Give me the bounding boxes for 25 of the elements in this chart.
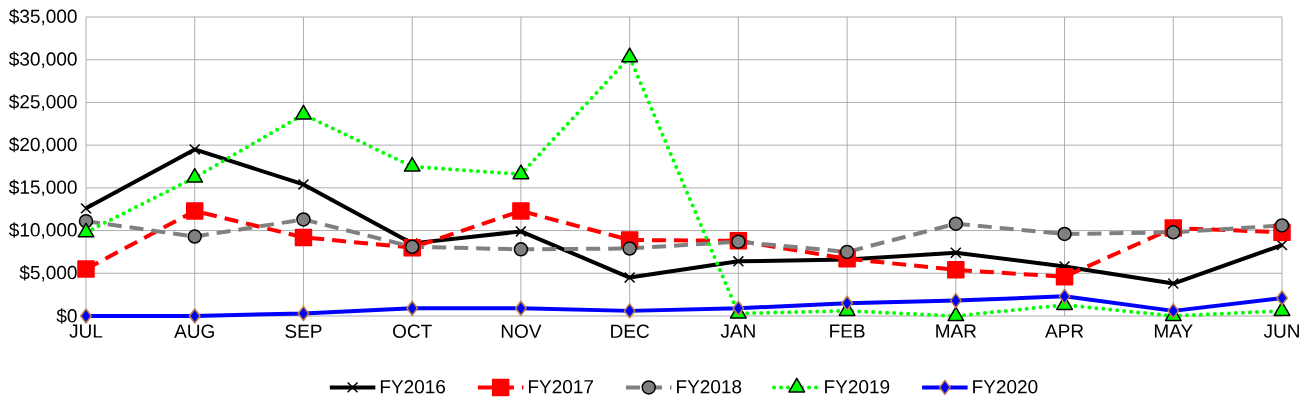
y-tick-label: $25,000 (8, 94, 77, 111)
legend-label: FY2016 (380, 380, 446, 394)
x-tick-label: MAY (1154, 324, 1193, 338)
x-tick-label: JUN (1263, 324, 1299, 338)
x-tick-label: SEP (285, 324, 322, 338)
y-tick-label: $20,000 (8, 136, 77, 154)
x-tick-label: NOV (501, 324, 542, 338)
y-tick-label: $0 (56, 308, 77, 324)
legend-label: FY2019 (825, 380, 890, 394)
x-tick-label: JAN (720, 324, 755, 338)
x-tick-label: FEB (830, 324, 865, 338)
y-tick-label: $15,000 (8, 179, 77, 197)
y-tick-label: $35,000 (8, 8, 77, 26)
x-tick-label: APR (1045, 324, 1084, 338)
x-tick-label: MAR (936, 324, 977, 338)
y-tick-label: $30,000 (8, 51, 77, 68)
x-tick-label: JUL (69, 324, 103, 338)
legend-label: FY2017 (528, 380, 594, 394)
y-tick-label: $5,000 (19, 265, 77, 282)
x-tick-label: OCT (393, 324, 432, 338)
x-tick-label: DEC (611, 324, 649, 338)
x-tick-label: AUG (174, 324, 214, 338)
y-tick-label: $10,000 (8, 222, 77, 239)
legend-label: FY2020 (973, 380, 1038, 394)
legend-label: FY2018 (677, 380, 742, 394)
